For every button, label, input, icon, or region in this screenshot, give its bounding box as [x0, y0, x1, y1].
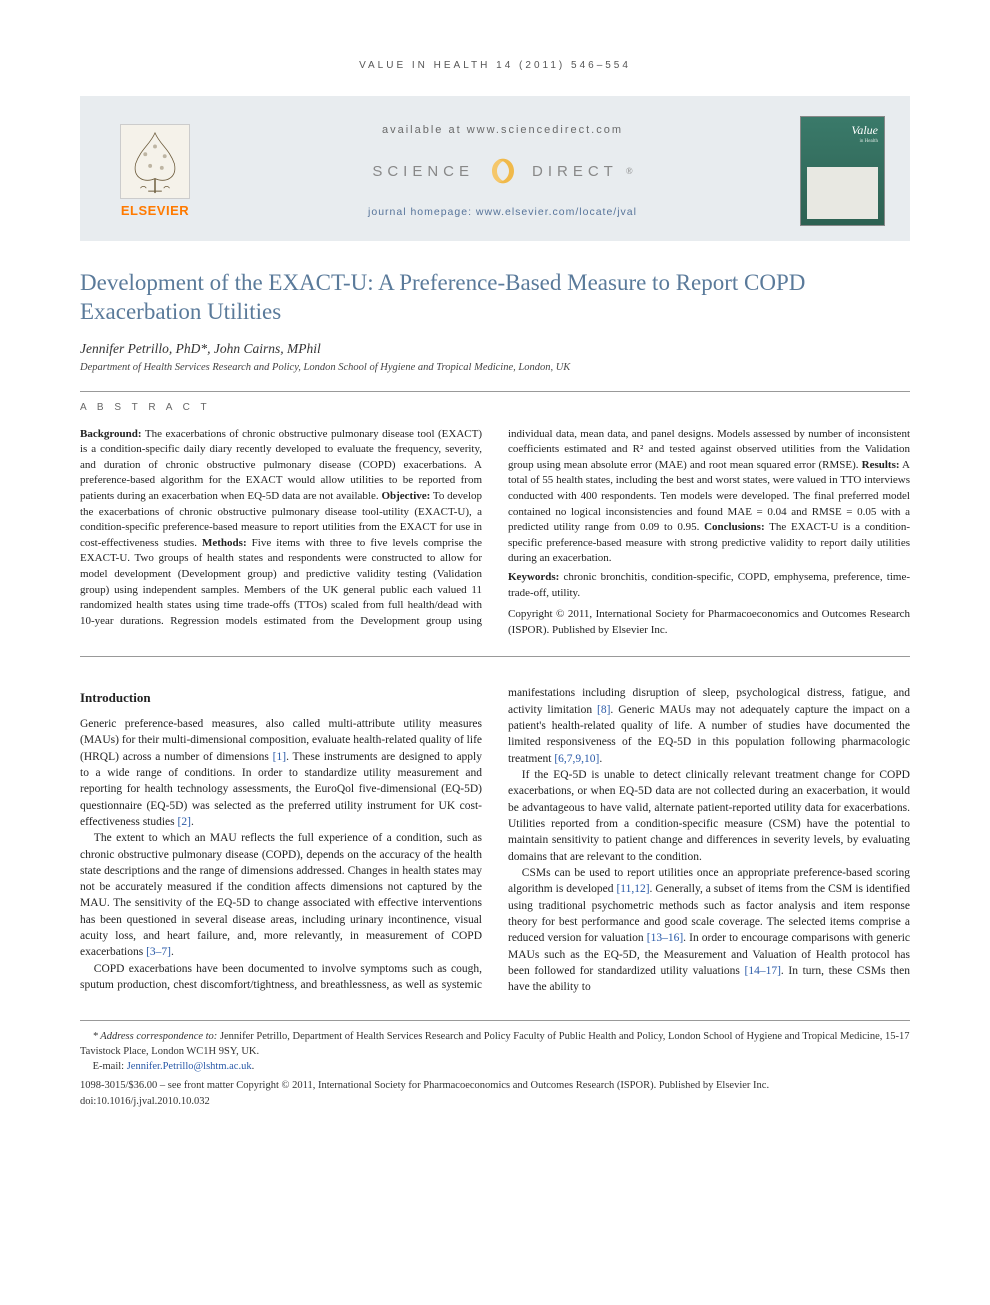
correspondence: * Address correspondence to: Jennifer Pe…: [80, 1029, 910, 1059]
rule-top: [80, 391, 910, 392]
cover-body-area: [807, 167, 878, 219]
elsevier-block: ELSEVIER: [105, 124, 205, 218]
issn-line: 1098-3015/$36.00 – see front matter Copy…: [80, 1078, 910, 1093]
intro-p5: CSMs can be used to report utilities onc…: [508, 865, 910, 996]
homepage-line: journal homepage: www.elsevier.com/locat…: [220, 206, 785, 218]
page: VALUE IN HEALTH 14 (2011) 546–554 ELSEVI…: [0, 0, 990, 1149]
corr-label: * Address correspondence to:: [93, 1031, 218, 1042]
email-label: E-mail:: [93, 1061, 127, 1072]
cover-title: Value: [807, 123, 878, 138]
article-title: Development of the EXACT-U: A Preference…: [80, 269, 910, 327]
journal-cover-thumbnail: Value in Health: [800, 116, 885, 226]
sd-text-right: DIRECT: [532, 163, 618, 180]
abstract-copyright: Copyright © 2011, International Society …: [508, 607, 910, 638]
elsevier-label: ELSEVIER: [121, 203, 189, 218]
footnotes: * Address correspondence to: Jennifer Pe…: [80, 1020, 910, 1109]
homepage-prefix: journal homepage:: [368, 206, 476, 218]
ref-11-12[interactable]: [11,12]: [616, 883, 649, 895]
ref-6-10[interactable]: [6,7,9,10]: [554, 753, 599, 765]
ref-2[interactable]: [2]: [178, 816, 191, 828]
doi-line: doi:10.1016/j.jval.2010.10.032: [80, 1094, 910, 1109]
authors: Jennifer Petrillo, PhD*, John Cairns, MP…: [80, 341, 910, 357]
ref-1[interactable]: [1]: [273, 751, 286, 763]
email-period: .: [252, 1061, 255, 1072]
intro-p1: Generic preference-based measures, also …: [80, 716, 482, 830]
keywords-label: Keywords:: [508, 571, 559, 583]
running-head: VALUE IN HEALTH 14 (2011) 546–554: [80, 60, 910, 71]
keywords: chronic bronchitis, condition-specific, …: [508, 571, 910, 599]
header-center: available at www.sciencedirect.com SCIEN…: [205, 124, 800, 218]
intro-p2: The extent to which an MAU reflects the …: [80, 830, 482, 961]
intro-p4: If the EQ-5D is unable to detect clinica…: [508, 767, 910, 865]
elsevier-tree-logo: [120, 124, 190, 199]
ref-14-17[interactable]: [14–17]: [744, 965, 780, 977]
cover-subtitle: in Health: [807, 139, 878, 144]
intro-p1c: .: [191, 816, 194, 828]
publisher-header: ELSEVIER available at www.sciencedirect.…: [80, 96, 910, 241]
ref-3-7[interactable]: [3–7]: [146, 946, 171, 958]
ref-8[interactable]: [8]: [597, 704, 610, 716]
introduction-section: Introduction Generic preference-based me…: [80, 685, 910, 995]
available-at-line: available at www.sciencedirect.com: [220, 124, 785, 136]
email-line: E-mail: Jennifer.Petrillo@lshtm.ac.uk.: [80, 1059, 910, 1074]
email-link[interactable]: Jennifer.Petrillo@lshtm.ac.uk: [127, 1061, 252, 1072]
rule-bottom: [80, 656, 910, 657]
ref-13-16[interactable]: [13–16]: [647, 932, 683, 944]
sd-registered-mark: ®: [626, 166, 633, 176]
abstract-label: A B S T R A C T: [80, 402, 910, 413]
intro-p2a: The extent to which an MAU reflects the …: [80, 832, 482, 958]
intro-p2b: .: [171, 946, 174, 958]
intro-heading: Introduction: [80, 689, 482, 707]
homepage-link[interactable]: www.elsevier.com/locate/jval: [476, 206, 637, 218]
intro-p3c: .: [599, 753, 602, 765]
intro-p4a: If the EQ-5D is unable to detect clinica…: [508, 769, 910, 863]
sciencedirect-swirl-icon: [482, 150, 524, 192]
affiliation: Department of Health Services Research a…: [80, 362, 910, 373]
sciencedirect-brand: SCIENCE DIRECT ®: [220, 150, 785, 192]
abstract-body: Background: The exacerbations of chronic…: [80, 427, 910, 639]
sd-text-left: SCIENCE: [372, 163, 474, 180]
